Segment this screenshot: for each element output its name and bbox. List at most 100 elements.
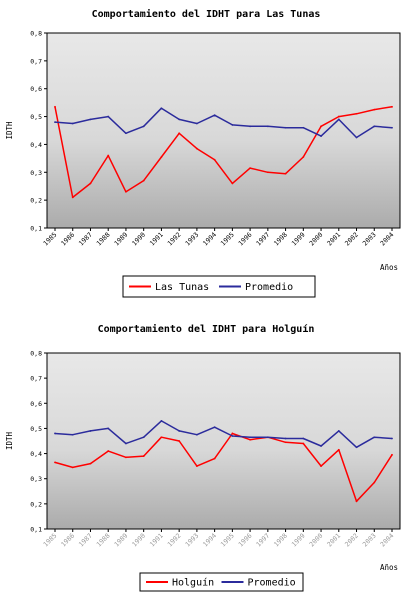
data-point-promedio [213,114,216,117]
y-tick-label: 0,8 [30,30,42,38]
data-point-promedio [373,436,376,439]
data-point-las-tunas [54,105,56,108]
chart-holguin: Comportamiento del IDHT para Holguín 0,1 0… [5,323,401,592]
x-tick-label: 1995 [219,532,236,549]
x-tick-label: 1986 [59,532,76,549]
data-point-promedio [195,122,198,125]
data-point-las-tunas [249,167,252,170]
data-point-promedio [125,132,127,135]
data-point-promedio [142,436,145,439]
data-point-holgu-n [125,456,127,459]
x-tick-label: 2002 [343,532,360,549]
x-tick-label: 1998 [272,231,289,248]
data-point-promedio [249,125,252,128]
legend-label-promedio: Promedio [245,282,293,293]
data-point-promedio [284,126,287,129]
data-point-promedio [320,135,322,137]
legend-label-las-tunas: Las Tunas [155,282,209,293]
data-point-las-tunas [160,156,163,158]
x-tick-label: 1989 [113,231,130,248]
data-point-promedio [71,433,74,436]
x-tick-label: 1993 [184,532,201,549]
series-line-promedio [54,107,393,139]
x-tick-label: 2004 [379,532,396,549]
x-tick-label: 1993 [184,231,201,248]
data-point-promedio [142,125,145,128]
x-tick-label: 1992 [166,231,183,248]
x-tick-label: 2001 [325,231,342,248]
data-point-las-tunas [178,132,181,135]
y-tick-label: 0,6 [30,85,42,93]
data-point-promedio [266,436,269,439]
data-point-holgu-n [320,465,322,468]
x-tick-label: 1989 [113,532,130,549]
data-point-holgu-n [284,441,287,444]
data-point-holgu-n [107,450,110,452]
legend: Las Tunas Promedio [122,275,316,298]
data-point-promedio [337,118,340,121]
data-point-holgu-n [231,432,234,435]
data-point-las-tunas [213,158,216,161]
y-tick-label: 0,3 [30,475,42,483]
y-tick-label: 0,1 [30,225,42,233]
data-point-holgu-n [373,481,376,484]
x-tick-label: 2003 [361,231,378,248]
data-point-holgu-n [213,457,216,460]
x-tick-label: 1995 [219,231,236,248]
data-point-holgu-n [355,500,358,503]
data-point-promedio [195,433,198,436]
x-tick-label: 2004 [379,231,396,248]
data-point-las-tunas [107,154,110,157]
x-tick-label: 1998 [272,532,289,549]
data-point-promedio [231,435,234,437]
data-point-promedio [107,115,110,118]
data-point-promedio [249,436,252,439]
x-tick-label: 1991 [148,532,165,549]
data-point-promedio [391,437,393,440]
data-point-promedio [54,432,56,435]
x-tick-label: 2001 [325,532,342,549]
y-tick-label: 0,5 [30,425,42,433]
data-point-las-tunas [320,125,322,128]
x-tick-label: 1990 [130,231,147,248]
data-point-las-tunas [195,147,198,150]
x-tick-label: 1996 [237,231,254,248]
y-tick-label: 0,8 [30,350,42,358]
data-point-holgu-n [249,438,252,441]
x-tick-label: 1999 [290,532,307,549]
x-axis-label: Años [380,263,398,272]
y-tick-label: 0,1 [30,526,42,534]
x-tick-label: 1997 [255,231,272,248]
chart-las-tunas: Comportamiento del IDHT para Las Tunas 0,… [5,8,401,298]
data-point-holgu-n [391,453,393,456]
data-point-promedio [54,121,56,124]
y-tick-label: 0,2 [30,500,42,508]
data-point-las-tunas [89,182,92,185]
chart-title: Comportamiento del IDHT para Las Tunas [92,8,321,20]
x-tick-label: 1996 [237,532,254,549]
data-point-promedio [391,126,393,129]
y-tick-label: 0,4 [30,141,42,149]
x-tick-label: 1985 [42,231,59,248]
y-tick-label: 0,2 [30,197,42,205]
x-tick-label: 1988 [95,231,112,248]
y-tick-label: 0,6 [30,400,42,408]
data-point-promedio [284,437,287,440]
data-point-holgu-n [302,442,305,445]
data-point-promedio [160,419,163,422]
x-tick-label: 1990 [130,532,147,549]
y-tick-label: 0,3 [30,169,42,177]
data-point-promedio [355,136,358,139]
data-point-promedio [337,430,340,432]
data-point-las-tunas [125,190,127,193]
data-point-holgu-n [178,440,181,442]
data-point-holgu-n [142,455,145,457]
y-tick-label: 0,7 [30,57,42,65]
legend-label-holgu-n: Holguín [172,577,214,589]
data-point-holgu-n [337,448,340,451]
data-point-promedio [107,427,110,430]
x-tick-label: 1987 [77,532,94,549]
data-point-promedio [178,430,181,432]
data-point-holgu-n [160,436,163,439]
x-tick-label: 1986 [59,231,76,248]
